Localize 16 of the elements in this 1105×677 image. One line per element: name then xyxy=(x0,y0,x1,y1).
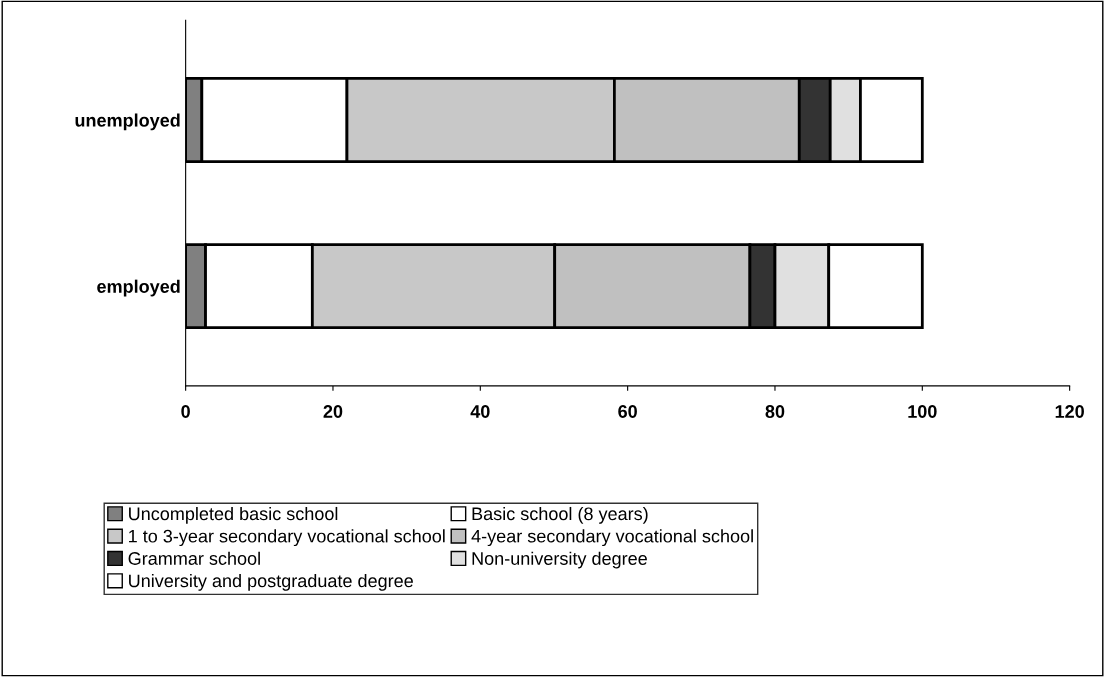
x-tick-label: 120 xyxy=(1055,405,1084,418)
legend-label: University and postgraduate degree xyxy=(129,573,413,591)
x-tick-label: 40 xyxy=(470,405,490,418)
y-tick-label: unemployed xyxy=(75,113,180,131)
y-tick-label: employed xyxy=(97,279,180,297)
x-tick-label: 60 xyxy=(618,405,637,418)
legend-label: Grammar school xyxy=(128,551,260,565)
legend-label: Non-university degree xyxy=(472,551,647,569)
legend-label: 1 to 3-year secondary vocational school xyxy=(129,529,445,547)
x-tick-label: 20 xyxy=(323,405,343,418)
legend-label: Uncompleted basic school xyxy=(129,506,338,524)
legend-label: 4-year secondary vocational school xyxy=(471,529,753,547)
legend-label: Basic school (8 years) xyxy=(472,506,648,524)
x-tick-label: 100 xyxy=(908,405,937,418)
x-tick-label: 0 xyxy=(181,405,190,418)
x-tick-label: 80 xyxy=(765,405,785,418)
